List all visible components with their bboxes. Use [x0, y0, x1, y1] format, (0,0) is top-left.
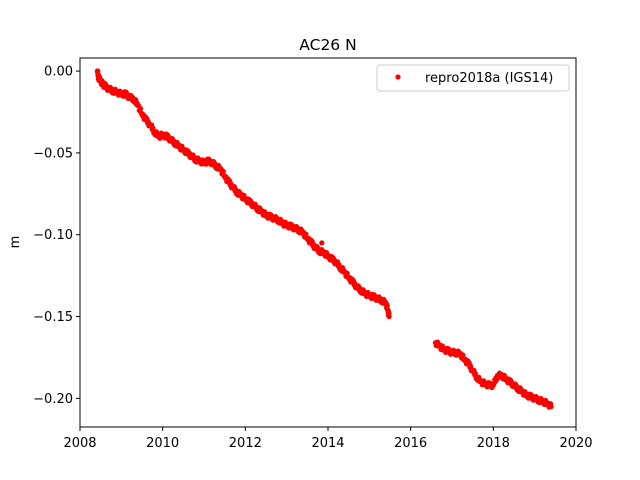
y-tick-label: −0.10	[33, 228, 73, 243]
data-point	[460, 352, 466, 358]
y-tick-label: −0.15	[33, 310, 73, 325]
chart-title: AC26 N	[299, 36, 356, 54]
data-point	[303, 231, 309, 237]
data-point	[384, 302, 390, 309]
y-axis-label: m	[8, 236, 23, 249]
legend: repro2018a (IGS14)	[376, 64, 570, 92]
y-tick-label: −0.05	[33, 146, 73, 161]
x-axis: 2008 2010 2012 2014 2016 2018 2020	[63, 427, 593, 451]
x-tick-label: 2018	[477, 436, 510, 451]
data-point	[548, 403, 554, 410]
legend-box	[376, 64, 570, 92]
data-point	[220, 168, 226, 174]
x-tick-label: 2014	[311, 436, 344, 451]
y-axis: 0.00 −0.05 −0.10 −0.15 −0.20	[33, 65, 80, 407]
legend-label: repro2018a (IGS14)	[425, 71, 553, 86]
x-tick-label: 2020	[559, 436, 592, 451]
data-point	[386, 313, 392, 320]
legend-marker	[395, 74, 401, 80]
x-tick-label: 2016	[394, 436, 427, 451]
data-point	[138, 106, 144, 112]
x-tick-label: 2008	[63, 436, 96, 451]
data-point	[344, 270, 350, 276]
x-tick-label: 2010	[146, 436, 179, 451]
data-point	[319, 240, 325, 246]
x-tick-label: 2012	[229, 436, 262, 451]
y-tick-label: −0.20	[33, 392, 73, 407]
y-tick-label: 0.00	[44, 65, 73, 80]
data-points	[94, 68, 554, 410]
